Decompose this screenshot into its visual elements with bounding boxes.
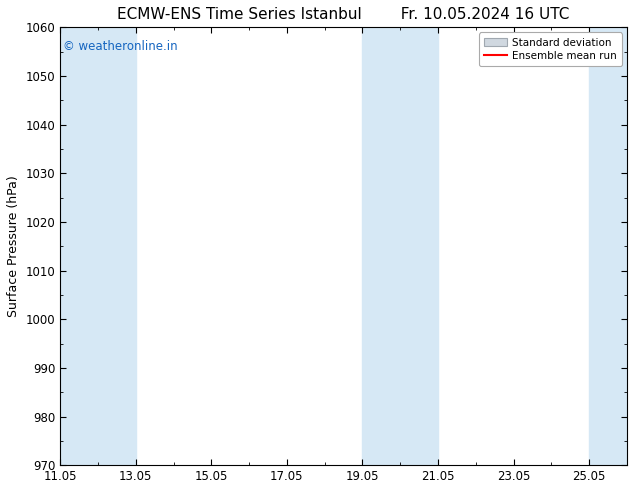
Text: © weatheronline.in: © weatheronline.in [63, 40, 178, 53]
Bar [363, 27, 438, 465]
Y-axis label: Surface Pressure (hPa): Surface Pressure (hPa) [7, 175, 20, 317]
Bar [589, 27, 627, 465]
Bar [60, 27, 136, 465]
Title: ECMW-ENS Time Series Istanbul        Fr. 10.05.2024 16 UTC: ECMW-ENS Time Series Istanbul Fr. 10.05.… [117, 7, 570, 22]
Legend: Standard deviation, Ensemble mean run: Standard deviation, Ensemble mean run [479, 32, 622, 66]
